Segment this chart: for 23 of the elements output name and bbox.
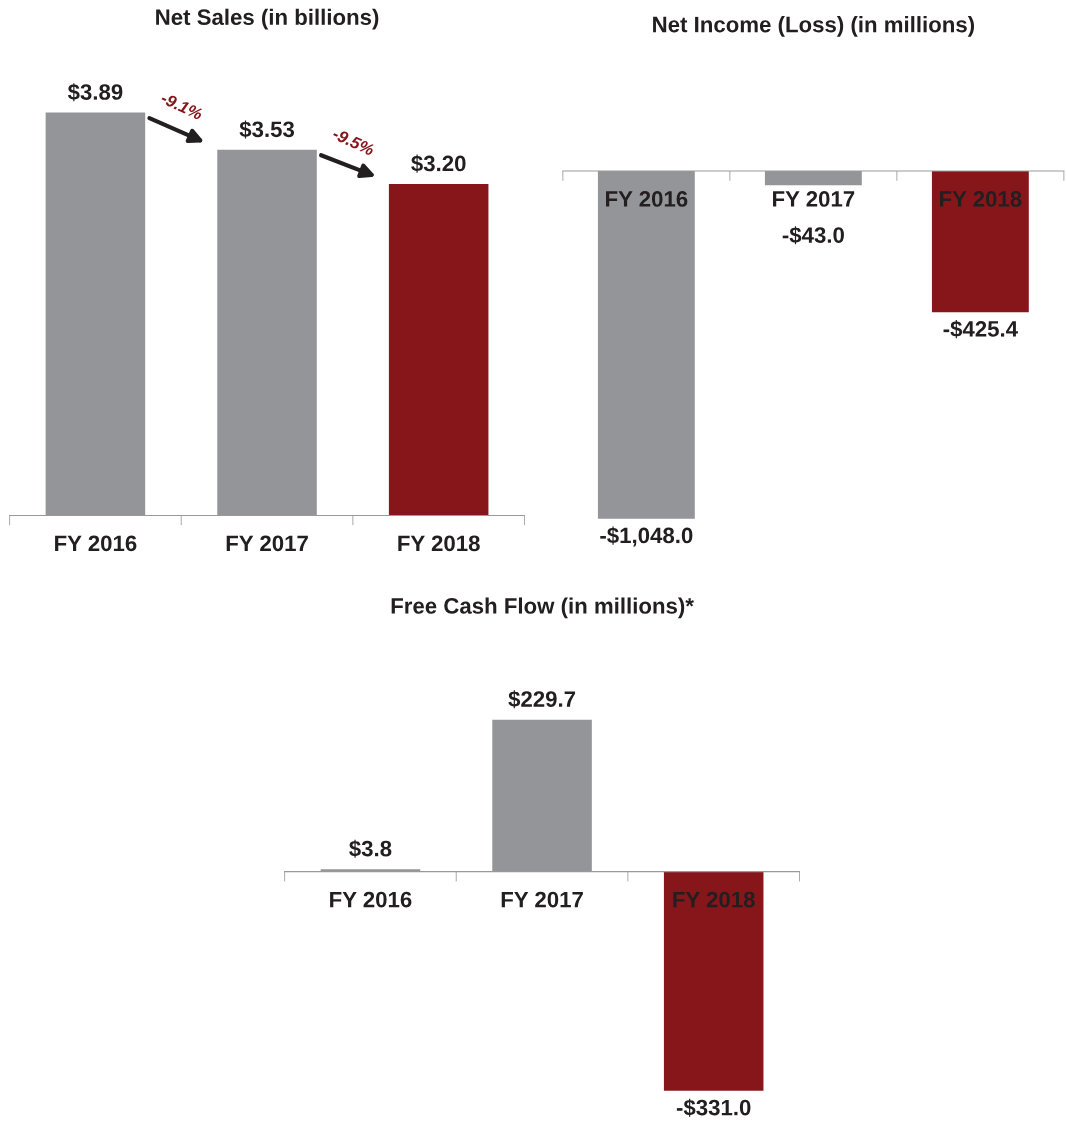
data-label: $229.7 [508, 690, 576, 709]
data-label: -$425.4 [943, 320, 1018, 339]
data-label: -$1,048.0 [600, 526, 693, 547]
x-tick-label: FY 2018 [673, 891, 755, 908]
x-tick-label: FY 2017 [501, 891, 583, 908]
x-tick-label: FY 2016 [330, 891, 412, 908]
x-tick-label: FY 2017 [773, 191, 855, 207]
chart-title: Net Sales (in billions) [156, 8, 379, 30]
x-tick-label: FY 2016 [606, 191, 688, 207]
x-tick-label: FY 2018 [398, 535, 480, 552]
chart-title: Free Cash Flow (in millions)* [391, 597, 694, 619]
annotation: -9.5% [331, 127, 376, 157]
x-tick-label: FY 2016 [55, 535, 137, 552]
x-tick-label: FY 2018 [940, 191, 1022, 207]
data-label: $3.89 [67, 83, 123, 102]
annotation: -9.1% [160, 91, 204, 121]
data-label: $3.20 [411, 154, 466, 173]
data-label: -$43.0 [782, 226, 844, 245]
x-tick-label: FY 2017 [226, 535, 308, 552]
data-label: $3.8 [349, 839, 392, 858]
chart-title: Net Income (Loss) (in millions) [653, 16, 974, 37]
data-label: $3.53 [239, 120, 295, 139]
data-label: -$331.0 [676, 1098, 751, 1117]
